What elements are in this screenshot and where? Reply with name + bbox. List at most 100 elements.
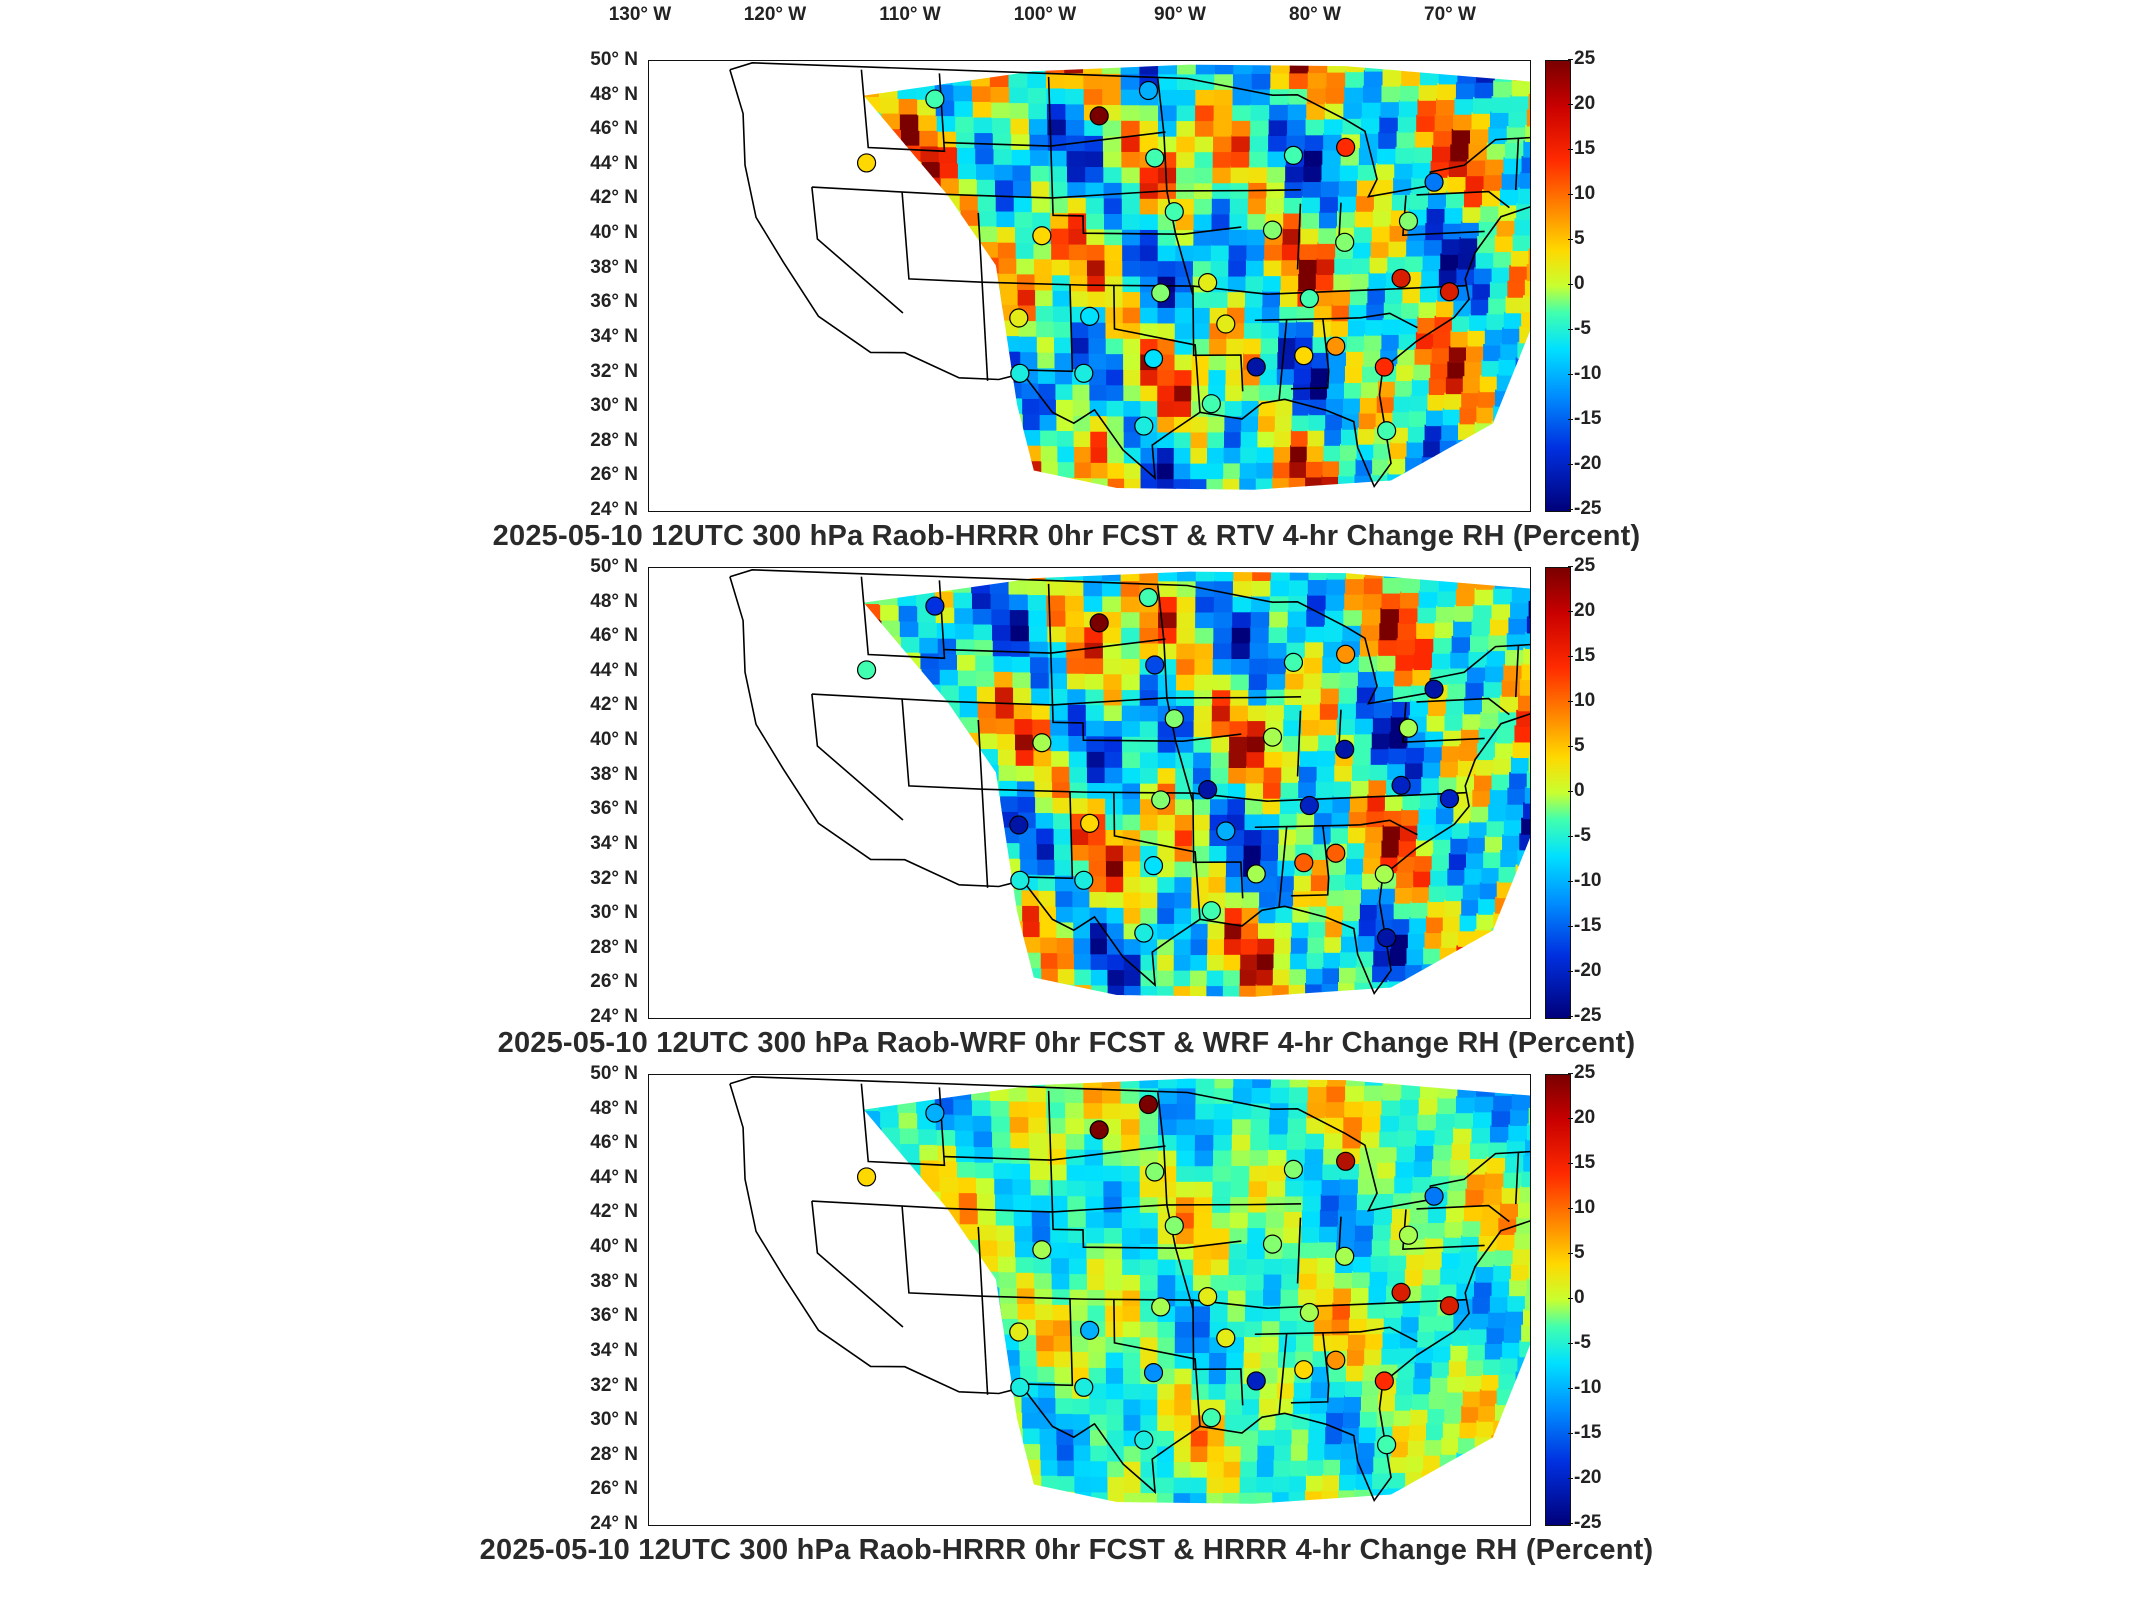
state-border [1402, 702, 1485, 744]
rh-map [729, 569, 1530, 997]
raob-station-marker [856, 1167, 877, 1187]
lat-label: 40° N [590, 729, 638, 751]
raob-station-marker [1246, 357, 1266, 377]
raob-station-marker [1262, 727, 1283, 747]
lon-label: 100° W [1013, 4, 1077, 25]
state-border [901, 192, 1467, 295]
raob-station-marker [1283, 1159, 1304, 1179]
state-border [1514, 138, 1520, 191]
lat-label: 40° N [590, 222, 638, 244]
lon-label: 70° W [1424, 4, 1476, 25]
lat-label: 44° N [590, 152, 638, 174]
raob-station-marker [1201, 394, 1221, 414]
state-border [1047, 1090, 1242, 1249]
state-border [1514, 645, 1520, 698]
raob-station-marker [1164, 709, 1184, 729]
raob-station-marker [1201, 901, 1221, 921]
lat-label: 24° N [590, 1513, 638, 1534]
state-border [1416, 697, 1510, 716]
state-border [901, 1206, 1467, 1309]
raob-station-marker [1151, 1297, 1171, 1317]
raob-station-marker [1336, 137, 1356, 157]
state-border [811, 186, 1302, 199]
raob-station-marker [1134, 923, 1154, 943]
raob-station-marker [1010, 870, 1030, 890]
panel-title: 2025-05-10 12UTC 300 hPa Raob-HRRR 0hr F… [492, 520, 1641, 552]
raob-station-marker [1336, 644, 1356, 664]
raob-station-marker [1151, 790, 1171, 810]
raob-station-marker [1143, 1363, 1164, 1383]
state-border [1047, 76, 1242, 235]
raob-station-marker [1335, 739, 1355, 759]
raob-station-marker [1439, 282, 1460, 302]
raob-station-marker [1294, 1360, 1314, 1380]
lat-label: 42° N [590, 694, 638, 716]
colorbar-tick: 5 [1568, 1242, 1585, 1263]
rh-map [729, 1076, 1530, 1504]
raob-station-marker [1424, 679, 1444, 699]
raob-station-marker [1326, 843, 1346, 863]
raob-station-marker [1398, 1225, 1419, 1245]
state-border [1021, 1298, 1074, 1387]
colorbar-tick: -25 [1567, 1005, 1602, 1026]
colorbar-tick: -15 [1567, 408, 1602, 429]
state-border [1290, 318, 1330, 390]
state-border [1254, 312, 1418, 329]
raob-station-marker [1080, 1320, 1100, 1340]
raob-station-marker [1198, 1287, 1218, 1307]
state-border [1402, 195, 1485, 237]
state-border [901, 699, 1467, 802]
raob-station-marker [1246, 864, 1266, 884]
map-plot-area [648, 567, 1531, 1019]
lon-label: 130° W [608, 4, 672, 25]
raob-station-marker [1439, 1296, 1460, 1316]
colorbar-tick: 5 [1568, 228, 1585, 249]
raob-station-marker [1143, 856, 1164, 876]
colorbar-tick: -25 [1567, 1512, 1602, 1533]
lat-label: 30° N [590, 395, 638, 417]
state-border [1157, 1092, 1194, 1309]
map-panel-2: 2025-05-10 12UTC 300 hPa Raob-WRF 0hr FC… [0, 555, 2133, 1067]
lat-label: 24° N [590, 499, 638, 520]
raob-station-marker [1374, 864, 1394, 884]
lat-label: 30° N [590, 902, 638, 924]
colorbar-tick: 25 [1567, 48, 1596, 69]
raob-station-marker [1299, 1302, 1319, 1323]
lat-label: 30° N [590, 1409, 638, 1431]
panel-title: 2025-05-10 12UTC 300 hPa Raob-HRRR 0hr F… [479, 1534, 1654, 1566]
raob-station-marker [1398, 211, 1419, 231]
raob-station-marker [1032, 1240, 1052, 1260]
raob-station-marker [1009, 1322, 1029, 1342]
raob-station-marker [1080, 306, 1100, 326]
state-border [1047, 583, 1242, 742]
colorbar [1545, 60, 1571, 512]
lat-label: 38° N [590, 763, 638, 785]
colorbar-tick: 10 [1567, 183, 1596, 204]
state-border [1514, 1152, 1520, 1205]
raob-station-marker [1262, 220, 1283, 240]
raob-station-marker [1134, 416, 1154, 436]
raob-station-marker [1391, 1282, 1411, 1302]
colorbar-tick: -10 [1567, 363, 1602, 384]
lat-label: 28° N [590, 429, 638, 451]
raob-station-marker [1377, 1435, 1397, 1455]
state-border [1296, 710, 1302, 777]
colorbar-tick: 20 [1567, 93, 1596, 114]
raob-station-marker [856, 660, 877, 680]
state-border [1021, 791, 1074, 880]
colorbar-tick: -5 [1568, 825, 1591, 846]
lat-label: 44° N [590, 659, 638, 681]
raob-station-marker [1074, 363, 1094, 383]
raob-station-marker [1216, 1328, 1236, 1348]
raob-station-marker [1336, 1151, 1356, 1171]
raob-station-marker [1138, 1094, 1159, 1115]
raob-station-marker [1145, 1162, 1165, 1182]
colorbar-tick: -5 [1568, 1332, 1591, 1353]
colorbar-tick: -20 [1567, 453, 1602, 474]
lat-label: 28° N [590, 936, 638, 958]
raob-station-marker [1294, 853, 1314, 873]
raob-station-marker [1391, 775, 1411, 795]
lat-label: 38° N [590, 256, 638, 278]
raob-station-marker [1010, 1377, 1030, 1397]
state-border [1021, 284, 1074, 373]
